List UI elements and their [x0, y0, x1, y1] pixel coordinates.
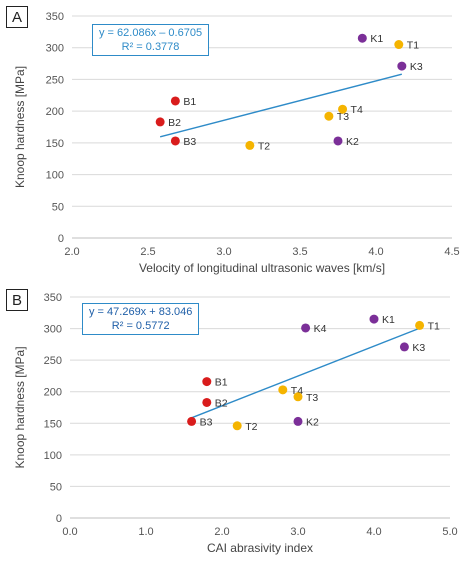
data-point-t3	[293, 392, 303, 402]
x-tick-label: 3.0	[216, 246, 231, 258]
data-point-b3	[170, 136, 180, 146]
y-tick-label: 350	[44, 292, 62, 304]
data-point-b2	[202, 397, 212, 407]
x-tick-label: 2.5	[140, 246, 155, 258]
point-label-k1: K1	[370, 33, 383, 45]
y-tick-label: 200	[46, 106, 64, 118]
data-point-k2	[333, 136, 343, 146]
y-axis-label: Knoop hardness [MPa]	[13, 66, 27, 188]
point-label-k1: K1	[382, 314, 395, 326]
data-point-b3	[187, 416, 197, 426]
trendline-equation-box-a: y = 62.086x – 0.6705 R² = 0.3778	[92, 24, 210, 56]
x-tick-label: 3.0	[290, 526, 305, 538]
point-label-k4: K4	[314, 323, 327, 335]
panel-label-b: B	[6, 289, 28, 311]
y-tick-label: 250	[44, 355, 62, 367]
point-label-b2: B2	[215, 397, 228, 409]
data-point-t1	[394, 40, 404, 50]
point-label-t3: T3	[337, 111, 349, 123]
x-axis-label: CAI abrasivity index	[207, 541, 313, 555]
point-label-t1: T1	[407, 40, 419, 52]
point-label-k3: K3	[410, 61, 423, 73]
point-label-t2: T2	[245, 421, 257, 433]
r-squared-text-a: R² = 0.3778	[121, 41, 180, 53]
chart-panel-a: A 0 50 100 150 200 250 300 350 2.0 2.5 3.0 3.5 4.0 4.…	[0, 0, 465, 275]
y-tick-label: 50	[50, 481, 62, 493]
y-tick-label: 150	[46, 138, 64, 150]
point-label-b1: B1	[215, 377, 228, 389]
data-point-b1	[202, 377, 212, 387]
data-point-t2	[245, 140, 255, 150]
y-tick-label: 100	[44, 450, 62, 462]
trendline-equation-box-b: y = 47.269x + 83.046 R² = 0.5772	[82, 303, 200, 335]
point-label-k2: K2	[346, 136, 359, 148]
x-axis-label: Velocity of longitudinal ultrasonic wave…	[139, 261, 385, 275]
equation-text-b: y = 47.269x + 83.046	[89, 306, 193, 318]
x-tick-label: 2.0	[64, 246, 79, 258]
point-label-t4: T4	[351, 104, 363, 116]
y-tick-label: 0	[58, 233, 64, 245]
data-point-k2	[293, 416, 303, 426]
data-point-t4	[278, 385, 288, 395]
data-point-t4	[338, 104, 348, 114]
trendline	[191, 327, 420, 419]
scatter-chart-a: 0 50 100 150 200 250 300 350 2.0 2.5 3.0 3.5 4.0 4.5 V…	[13, 11, 460, 275]
trendline	[159, 73, 403, 138]
r-squared-text-b: R² = 0.5772	[111, 320, 170, 332]
x-tick-label: 0.0	[62, 526, 77, 538]
point-label-k3: K3	[412, 342, 425, 354]
y-tick-label: 300	[44, 324, 62, 336]
y-tick-label: 100	[46, 170, 64, 182]
point-label-t2: T2	[258, 140, 270, 152]
point-label-b2: B2	[168, 117, 181, 129]
x-tick-label: 4.0	[368, 246, 383, 258]
scatter-chart-b: 0 50 100 150 200 250 300 350 0.0 1.0 2.0 3.0 4.0 5.0 C…	[13, 292, 458, 555]
chart-panel-b: B 0 50 100 150 200 250 300 350 0.0 1.0 2.0 3.0 4.0 5.…	[0, 283, 465, 558]
data-point-t1	[415, 320, 425, 330]
x-tick-label: 1.0	[138, 526, 153, 538]
point-label-t3: T3	[306, 392, 318, 404]
y-tick-label: 150	[44, 418, 62, 430]
y-tick-label: 350	[46, 11, 64, 23]
data-point-k1	[357, 33, 367, 43]
panel-label-a: A	[6, 6, 28, 28]
x-tick-label: 5.0	[442, 526, 457, 538]
data-point-t2	[232, 421, 242, 431]
equation-text-a: y = 62.086x – 0.6705	[99, 27, 203, 39]
y-tick-label: 0	[56, 513, 62, 525]
x-tick-label: 4.5	[444, 246, 459, 258]
data-point-t3	[324, 111, 334, 121]
data-point-k4	[301, 323, 311, 333]
y-axis-label: Knoop hardness [MPa]	[13, 346, 27, 468]
point-label-b1: B1	[183, 96, 196, 108]
data-point-k3	[397, 61, 407, 71]
point-label-k2: K2	[306, 416, 319, 428]
y-tick-label: 50	[52, 201, 64, 213]
x-tick-label: 2.0	[214, 526, 229, 538]
point-label-b3: B3	[183, 136, 196, 148]
point-label-t1: T1	[428, 320, 440, 332]
data-point-k3	[399, 342, 409, 352]
data-point-k1	[369, 314, 379, 324]
data-point-b2	[155, 117, 165, 127]
y-tick-label: 200	[44, 387, 62, 399]
point-label-b3: B3	[200, 416, 213, 428]
x-tick-label: 3.5	[292, 246, 307, 258]
data-point-b1	[170, 96, 180, 106]
y-tick-label: 300	[46, 43, 64, 55]
x-tick-label: 4.0	[366, 526, 381, 538]
y-tick-label: 250	[46, 74, 64, 86]
